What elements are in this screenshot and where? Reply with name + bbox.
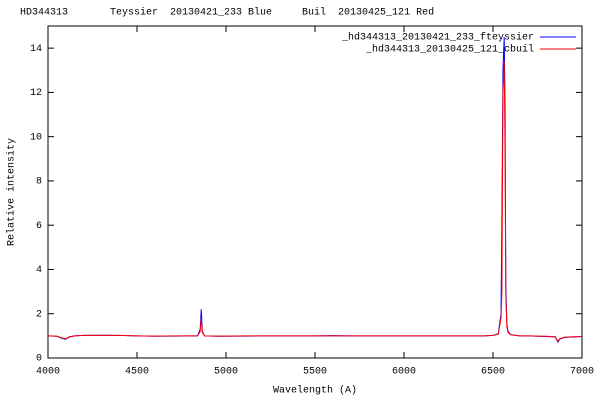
chart-title: HD344313 Teyssier 20130421_233 Blue Buil… [20, 7, 434, 19]
spectrum-line [47, 61, 583, 343]
x-tick-label: 4000 [36, 367, 60, 378]
x-tick-label: 7000 [570, 367, 594, 378]
legend-label: _hd344313_20130425_121_cbuil [365, 44, 534, 56]
y-tick-label: 8 [36, 177, 42, 188]
y-axis-label: Relative intensity [6, 138, 18, 246]
y-tick-label: 0 [36, 354, 42, 365]
y-tick-label: 12 [30, 88, 42, 99]
legend-label: _hd344313_20130421_233_fteyssier [341, 32, 534, 44]
x-tick-label: 4500 [125, 367, 149, 378]
x-tick-label: 6500 [481, 367, 505, 378]
y-tick-label: 14 [30, 44, 42, 55]
y-tick-label: 4 [36, 265, 42, 276]
x-tick-label: 5500 [303, 367, 327, 378]
x-tick-label: 5000 [214, 367, 238, 378]
y-tick-label: 6 [36, 221, 42, 232]
y-tick-label: 10 [30, 132, 42, 143]
y-tick-label: 2 [36, 309, 42, 320]
x-tick-label: 6000 [392, 367, 416, 378]
x-axis-label: Wavelength (A) [273, 385, 357, 397]
